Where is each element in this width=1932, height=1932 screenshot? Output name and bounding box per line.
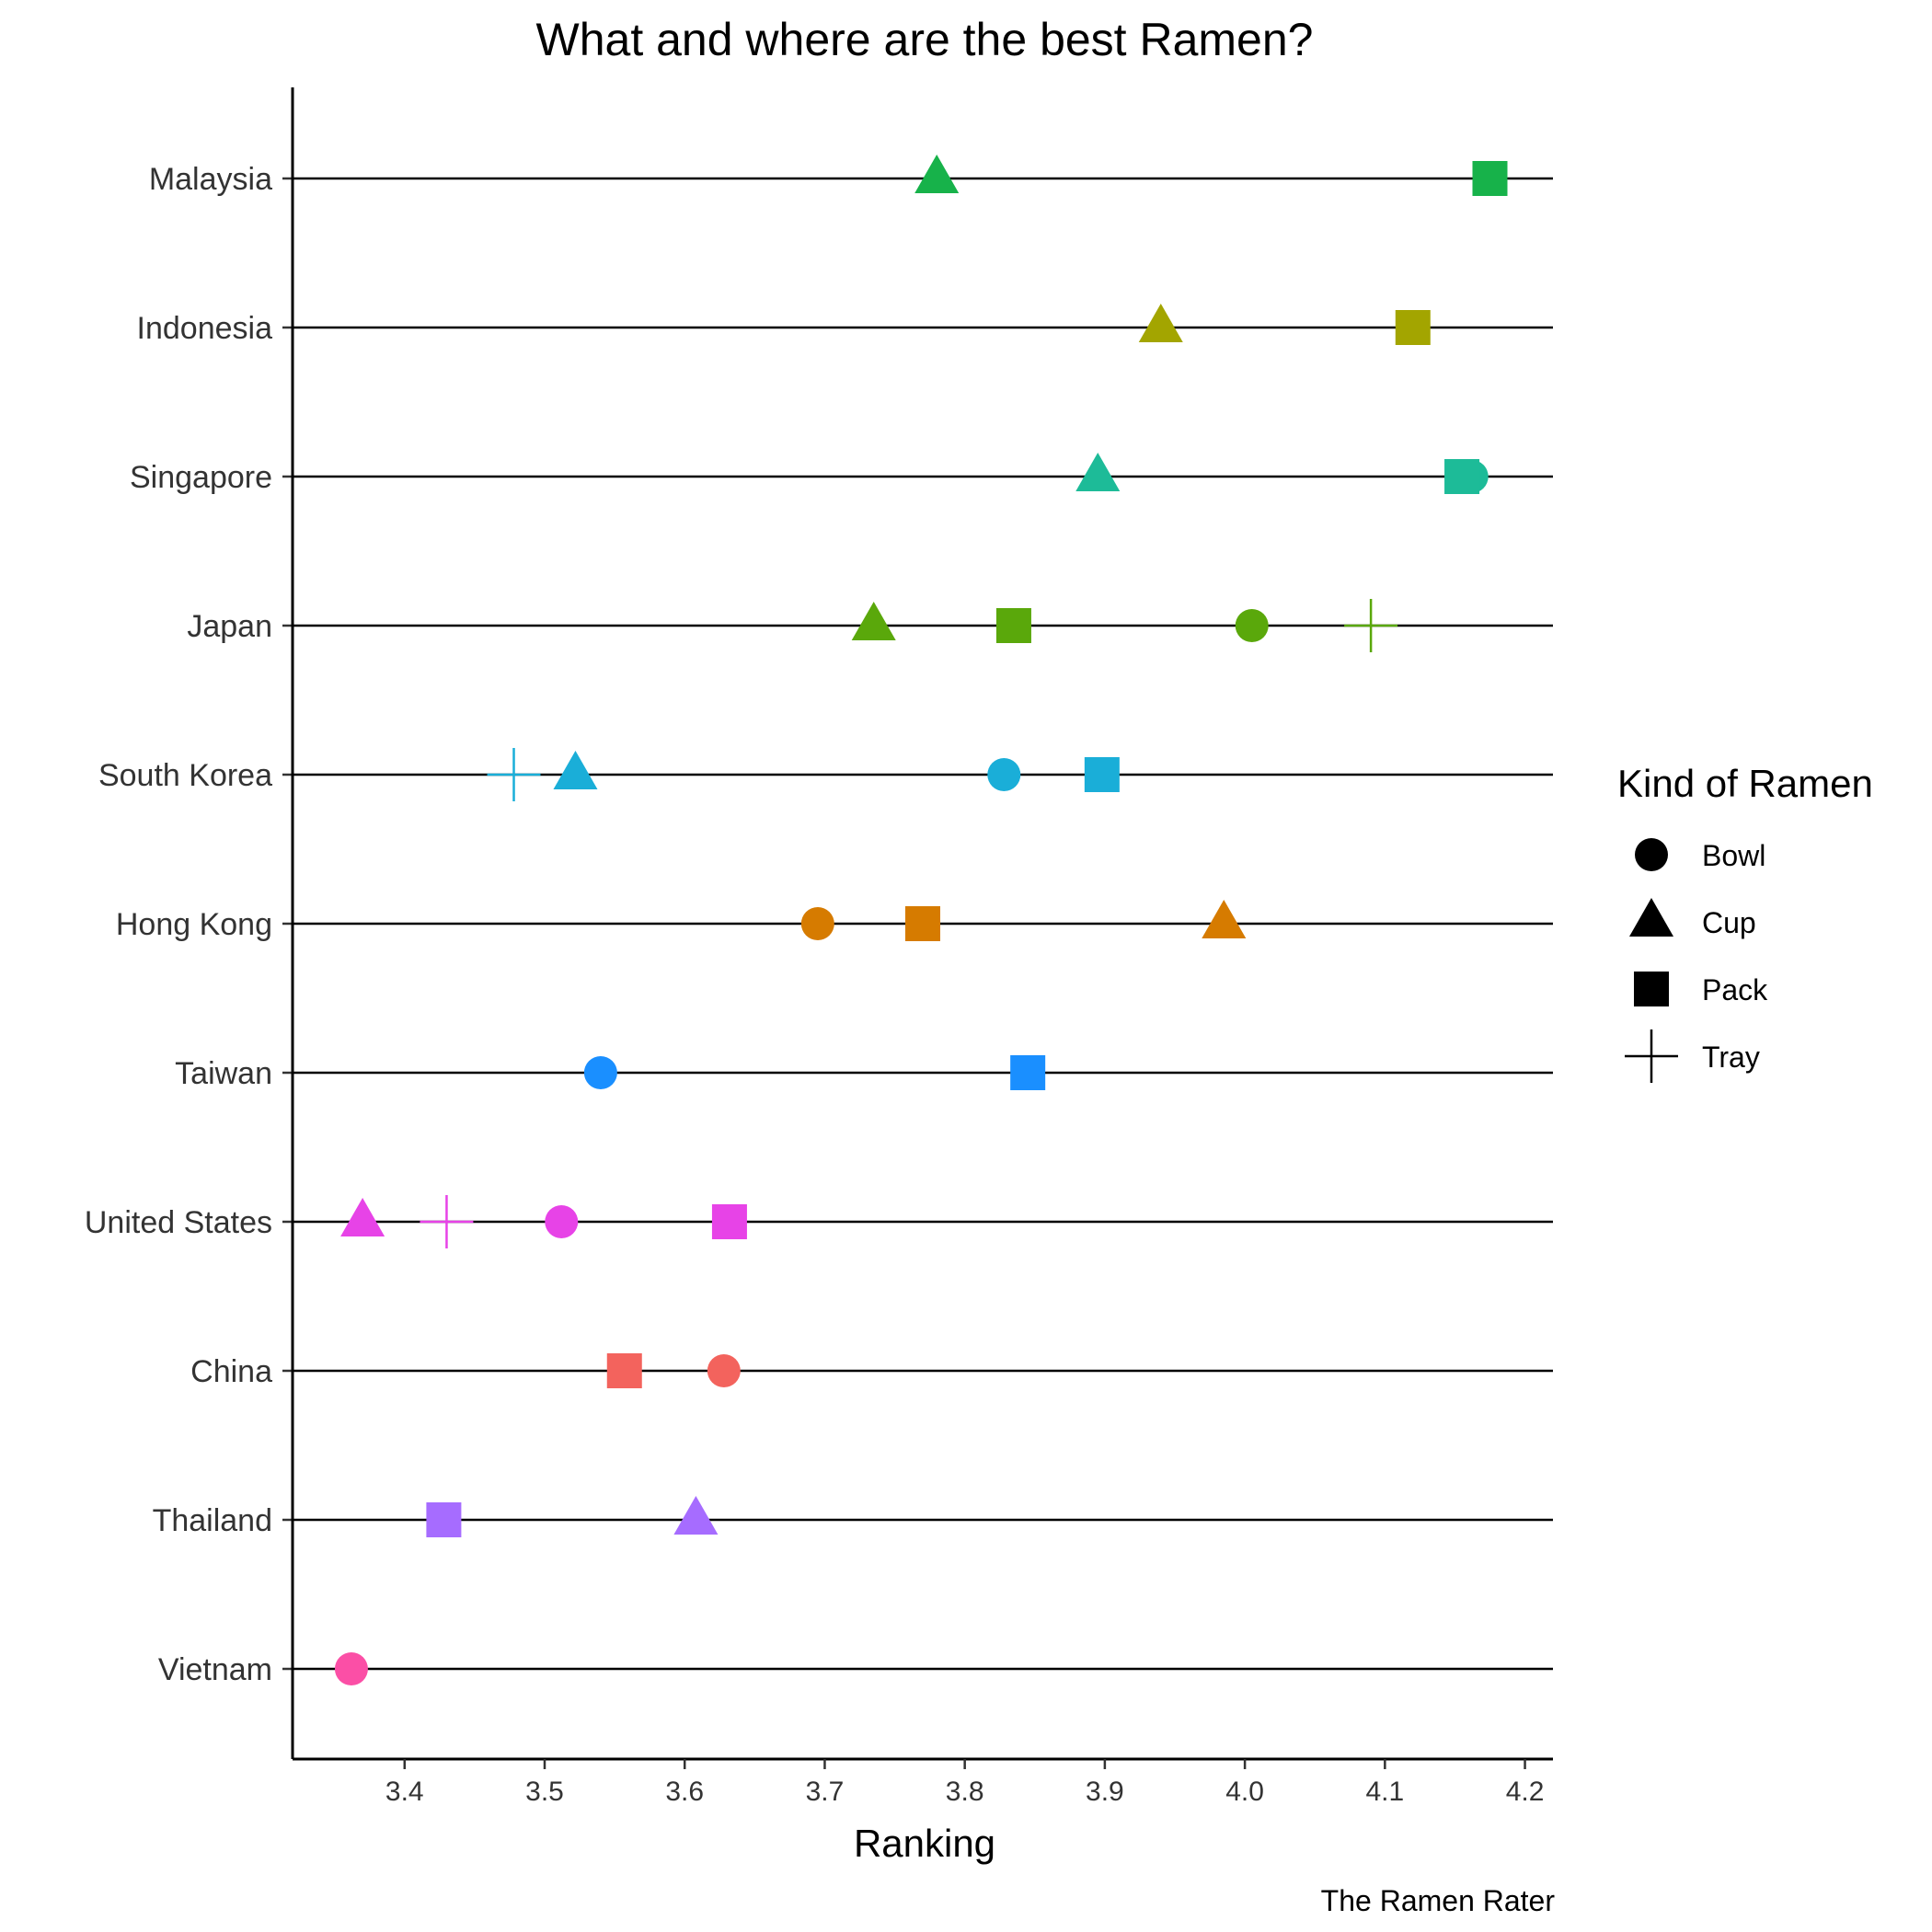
legend: Kind of Ramen Bowl Cup Pack Tray xyxy=(1617,762,1873,1083)
legend-key-tray xyxy=(1625,1029,1678,1083)
legend-label-bowl: Bowl xyxy=(1702,839,1765,872)
x-tick-label-3.5: 3.5 xyxy=(525,1777,564,1807)
point-singapore-pack xyxy=(1444,459,1480,494)
category-label-united-states: United States xyxy=(85,1205,272,1240)
point-south-korea-tray xyxy=(487,748,541,801)
point-malaysia-pack xyxy=(1472,161,1508,196)
legend-key-cup xyxy=(1629,897,1673,937)
legend-key-bowl xyxy=(1635,838,1668,871)
x-tick-label-3.4: 3.4 xyxy=(385,1777,424,1807)
point-japan-cup xyxy=(851,601,896,640)
point-japan-pack xyxy=(995,608,1031,643)
point-vietnam-bowl xyxy=(334,1652,368,1685)
point-japan-tray xyxy=(1344,599,1398,652)
point-hong-kong-pack xyxy=(905,906,940,941)
x-axis-title: Ranking xyxy=(854,1822,995,1865)
x-tick-label-3.7: 3.7 xyxy=(806,1777,845,1807)
category-label-south-korea: South Korea xyxy=(98,758,272,793)
point-taiwan-bowl xyxy=(583,1056,617,1089)
point-hong-kong-cup xyxy=(1202,899,1247,938)
legend-item-cup: Cup xyxy=(1629,897,1756,939)
legend-item-pack: Pack xyxy=(1634,972,1768,1006)
chart-title: What and where are the best Ramen? xyxy=(536,14,1314,65)
point-singapore-cup xyxy=(1075,452,1121,491)
point-south-korea-cup xyxy=(553,750,598,789)
legend-label-pack: Pack xyxy=(1702,973,1768,1006)
category-label-thailand: Thailand xyxy=(153,1503,272,1538)
point-south-korea-bowl xyxy=(987,758,1021,791)
point-united-states-tray xyxy=(420,1195,474,1248)
legend-label-cup: Cup xyxy=(1702,906,1756,939)
legend-title: Kind of Ramen xyxy=(1617,762,1873,805)
data-points xyxy=(334,154,1508,1685)
category-label-malaysia: Malaysia xyxy=(149,162,272,197)
y-axis: Malaysia Indonesia Singapore Japan South Kor… xyxy=(85,87,294,1759)
point-hong-kong-bowl xyxy=(800,907,834,940)
chart-caption: The Ramen Rater xyxy=(1321,1884,1556,1917)
category-label-taiwan: Taiwan xyxy=(175,1056,272,1091)
category-label-china: China xyxy=(190,1354,272,1389)
point-taiwan-pack xyxy=(1010,1055,1046,1090)
point-south-korea-pack xyxy=(1084,757,1120,792)
x-tick-label-3.6: 3.6 xyxy=(665,1777,704,1807)
x-tick-label-4.1: 4.1 xyxy=(1365,1777,1404,1807)
x-tick-label-3.8: 3.8 xyxy=(946,1777,984,1807)
legend-item-tray: Tray xyxy=(1625,1029,1760,1083)
point-china-pack xyxy=(606,1353,642,1388)
point-thailand-pack xyxy=(426,1502,462,1537)
category-label-vietnam: Vietnam xyxy=(158,1652,272,1687)
legend-item-bowl: Bowl xyxy=(1635,838,1765,872)
category-label-japan: Japan xyxy=(187,609,272,644)
point-japan-bowl xyxy=(1235,609,1269,642)
point-thailand-cup xyxy=(673,1495,719,1535)
point-indonesia-cup xyxy=(1138,303,1183,342)
x-tick-label-4.0: 4.0 xyxy=(1225,1777,1264,1807)
point-china-bowl xyxy=(707,1354,741,1387)
point-indonesia-pack xyxy=(1395,310,1431,345)
point-united-states-pack xyxy=(711,1204,747,1239)
point-malaysia-cup xyxy=(914,154,960,193)
legend-label-tray: Tray xyxy=(1702,1041,1760,1074)
category-label-indonesia: Indonesia xyxy=(137,311,273,346)
legend-key-pack xyxy=(1634,972,1669,1006)
point-united-states-bowl xyxy=(545,1205,579,1238)
legend-items: Bowl Cup Pack Tray xyxy=(1625,838,1768,1083)
category-label-singapore: Singapore xyxy=(130,460,272,495)
point-united-states-cup xyxy=(340,1197,385,1236)
x-tick-label-3.9: 3.9 xyxy=(1086,1777,1124,1807)
category-label-hong-kong: Hong Kong xyxy=(116,907,272,942)
x-axis: 3.4 3.5 3.6 3.7 3.8 3.9 4.0 4.1 4.2 xyxy=(293,1757,1553,1807)
x-tick-label-4.2: 4.2 xyxy=(1506,1777,1545,1807)
